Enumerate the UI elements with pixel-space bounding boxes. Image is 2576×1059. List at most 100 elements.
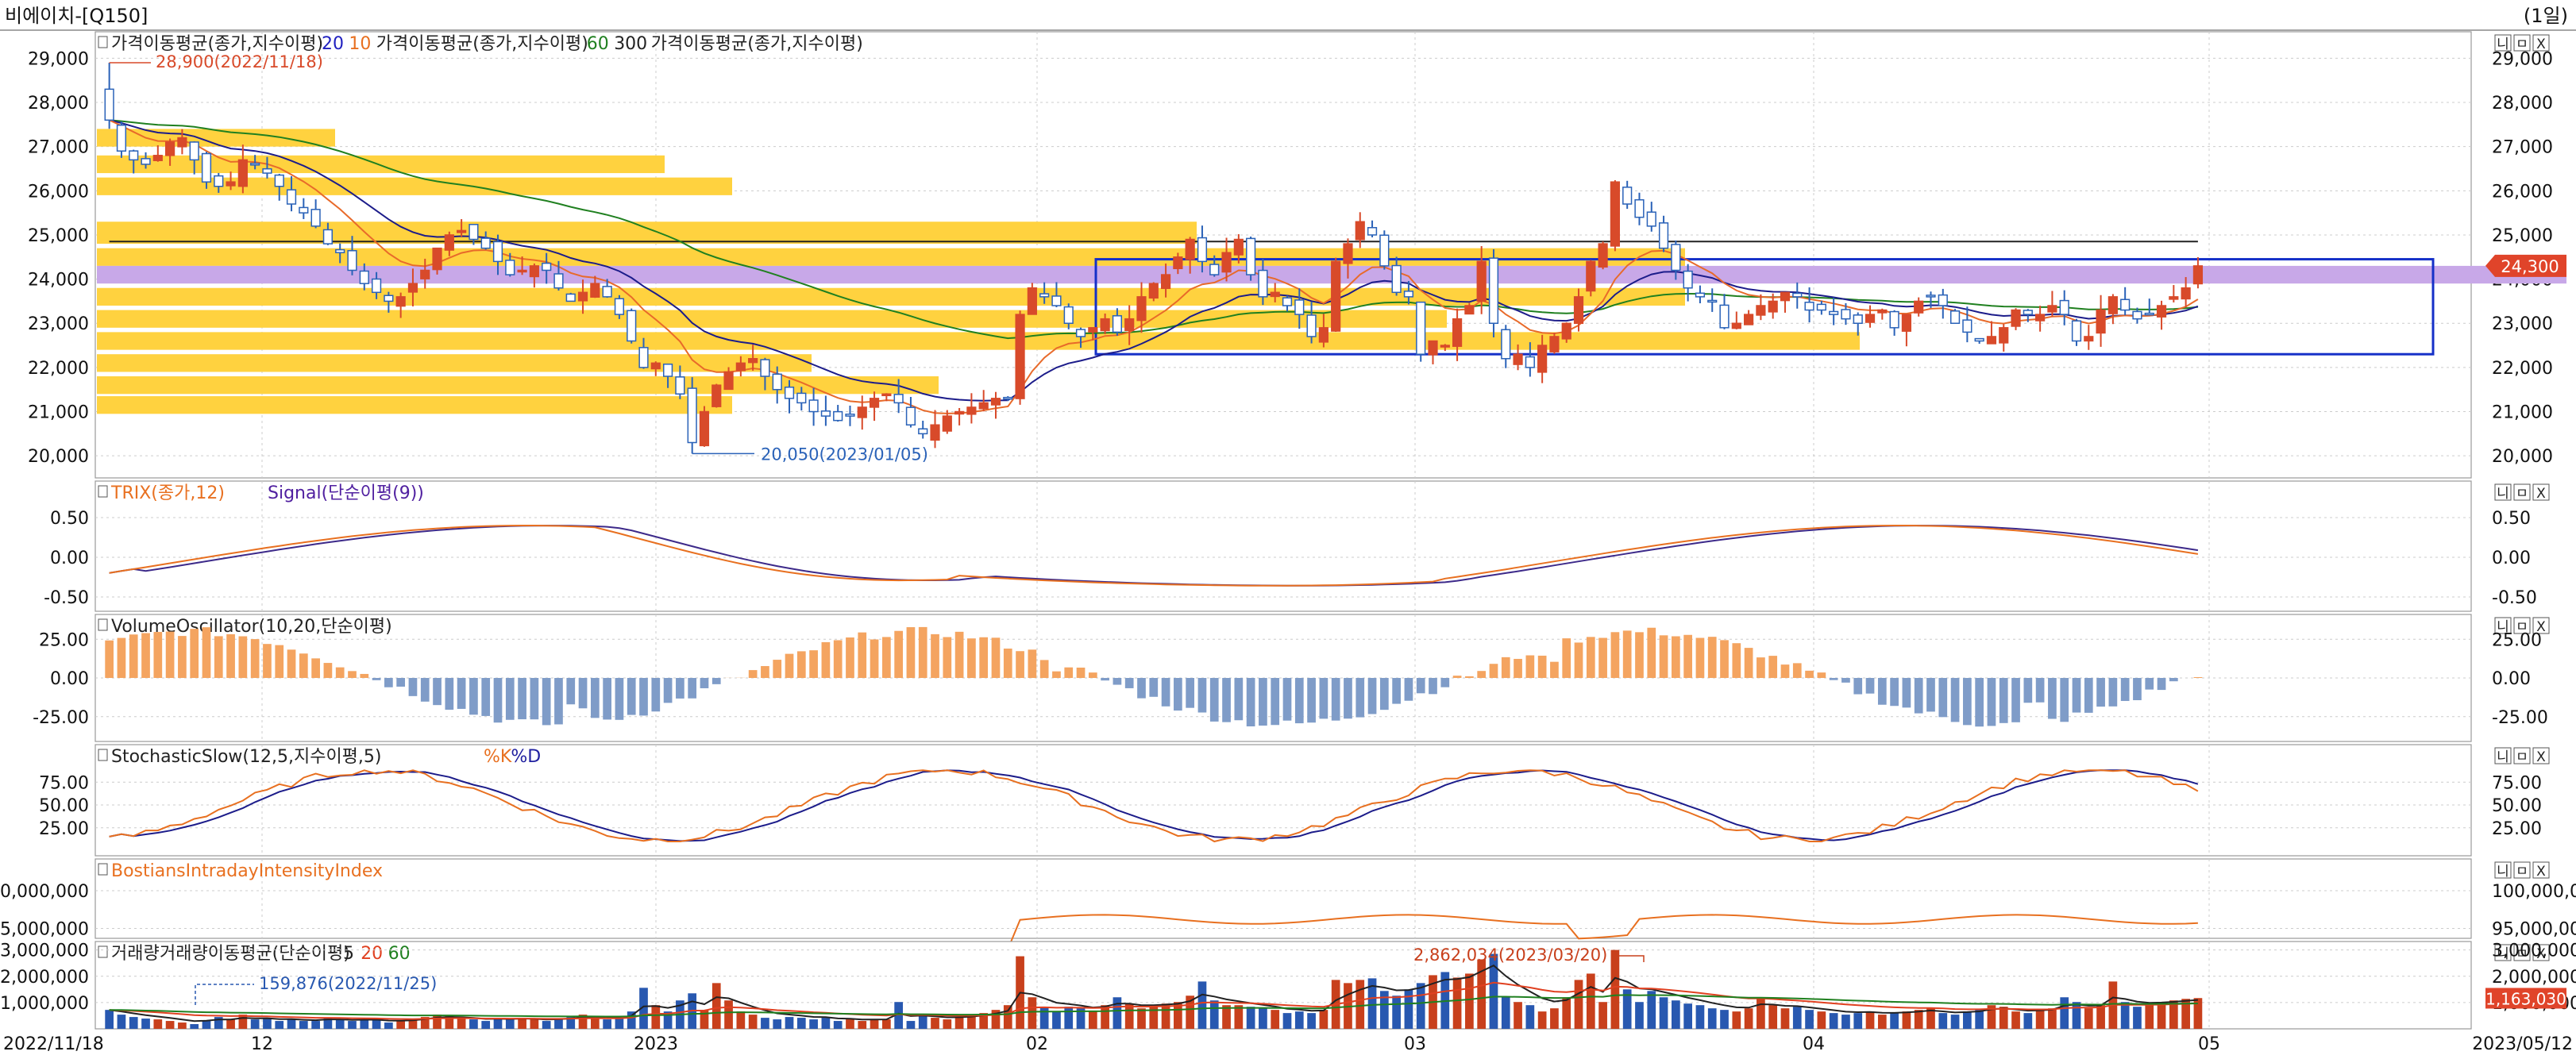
candle-body[interactable] (1646, 211, 1656, 227)
candle-body[interactable] (1999, 327, 2009, 344)
candle-body[interactable] (1962, 319, 1972, 333)
candle-body[interactable] (542, 262, 552, 271)
candle-body[interactable] (322, 229, 334, 245)
candle-body[interactable] (614, 298, 625, 315)
panel-button-maximize[interactable] (2513, 747, 2531, 764)
candle-body[interactable] (407, 283, 418, 293)
candle-body[interactable] (2071, 320, 2082, 342)
candle-body[interactable] (978, 402, 989, 410)
candle-body[interactable] (177, 137, 187, 148)
candle-body[interactable] (1756, 305, 1766, 316)
candle-body[interactable] (1063, 306, 1074, 324)
candle-body[interactable] (1986, 336, 1997, 345)
candle-body[interactable] (687, 387, 697, 444)
candle-body[interactable] (954, 410, 965, 415)
legend-checkbox[interactable] (98, 863, 108, 876)
candle-body[interactable] (845, 414, 855, 417)
candle-body[interactable] (662, 364, 673, 377)
legend-checkbox[interactable] (98, 945, 108, 958)
candle-body[interactable] (1914, 300, 1924, 314)
candle-body[interactable] (250, 163, 260, 166)
candle-body[interactable] (237, 159, 248, 187)
candle-body[interactable] (1440, 345, 1450, 348)
candle-body[interactable] (1136, 296, 1147, 322)
candle-body[interactable] (1246, 237, 1256, 275)
candle-body[interactable] (1270, 291, 1280, 298)
candle-body[interactable] (1586, 260, 1596, 292)
candle-body[interactable] (1331, 260, 1341, 332)
candle-body[interactable] (1100, 318, 1110, 332)
period-label[interactable]: (1일) (2524, 5, 2568, 27)
candle-body[interactable] (966, 406, 977, 415)
candle-body[interactable] (201, 152, 212, 183)
candle-body[interactable] (699, 410, 710, 447)
candle-body[interactable] (2107, 296, 2118, 314)
candle-body[interactable] (1355, 221, 1365, 241)
candle-body[interactable] (990, 398, 1001, 406)
candle-body[interactable] (1804, 302, 1814, 311)
candle-body[interactable] (1258, 269, 1268, 298)
candle-body[interactable] (930, 424, 940, 441)
candle-body[interactable] (1003, 396, 1013, 400)
candle-body[interactable] (1391, 264, 1402, 294)
candle-body[interactable] (1865, 314, 1876, 323)
panel-button-maximize[interactable] (2513, 944, 2531, 961)
candle-body[interactable] (565, 293, 576, 302)
candle-body[interactable] (1501, 329, 1511, 360)
candle-body[interactable] (1768, 300, 1778, 313)
candle-body[interactable] (2084, 336, 2094, 342)
panel-button-maximize[interactable] (2513, 861, 2531, 879)
candle-body[interactable] (310, 209, 321, 227)
candle-body[interactable] (1525, 356, 1535, 368)
candle-body[interactable] (2144, 312, 2154, 316)
candle-body[interactable] (165, 141, 175, 156)
candle-body[interactable] (1938, 294, 1948, 306)
candle-body[interactable] (1379, 234, 1390, 267)
candle-body[interactable] (638, 347, 649, 368)
candle-body[interactable] (492, 241, 503, 263)
panel-button-close[interactable] (2532, 483, 2550, 501)
candle-body[interactable] (1221, 252, 1232, 273)
candle-body[interactable] (1306, 314, 1317, 337)
candle-body[interactable] (457, 229, 467, 233)
candle-body[interactable] (1537, 345, 1548, 373)
candle-body[interactable] (784, 386, 795, 399)
candle-body[interactable] (1853, 314, 1863, 324)
candle-body[interactable] (371, 278, 382, 294)
panel-button-maximize[interactable] (2513, 483, 2531, 501)
candle-body[interactable] (104, 88, 114, 121)
candle-body[interactable] (1148, 283, 1159, 299)
panel-button-minimize[interactable] (2494, 944, 2512, 961)
candle-body[interactable] (152, 155, 163, 161)
candle-body[interactable] (2096, 309, 2106, 334)
candle-body[interactable] (748, 358, 758, 364)
candle-body[interactable] (1124, 318, 1135, 331)
candle-body[interactable] (1901, 314, 1912, 332)
candle-body[interactable] (1294, 299, 1305, 315)
candle-body[interactable] (2156, 305, 2167, 318)
candle-body[interactable] (299, 206, 309, 214)
candle-body[interactable] (1282, 297, 1293, 306)
candle-body[interactable] (1671, 244, 1681, 271)
candle-body[interactable] (1926, 295, 1936, 298)
candle-body[interactable] (2132, 310, 2142, 320)
candle-body[interactable] (627, 310, 637, 342)
candle-body[interactable] (2023, 310, 2033, 315)
candle-body[interactable] (1889, 310, 1899, 329)
candle-body[interactable] (1707, 299, 1718, 303)
candle-body[interactable] (1561, 322, 1571, 340)
panel-button-minimize[interactable] (2494, 747, 2512, 764)
candle-body[interactable] (286, 189, 297, 205)
candle-body[interactable] (2011, 309, 2021, 327)
candle-body[interactable] (1075, 329, 1086, 337)
candle-body[interactable] (1428, 340, 1438, 356)
panel-button-minimize[interactable] (2494, 617, 2512, 634)
panel-button-close[interactable] (2532, 861, 2550, 879)
candle-body[interactable] (1343, 243, 1353, 264)
candle-body[interactable] (590, 283, 600, 298)
candle-body[interactable] (1488, 257, 1499, 324)
candle-body[interactable] (116, 124, 127, 152)
candle-body[interactable] (1233, 238, 1244, 256)
candle-body[interactable] (469, 224, 479, 241)
candle-body[interactable] (1634, 198, 1645, 218)
